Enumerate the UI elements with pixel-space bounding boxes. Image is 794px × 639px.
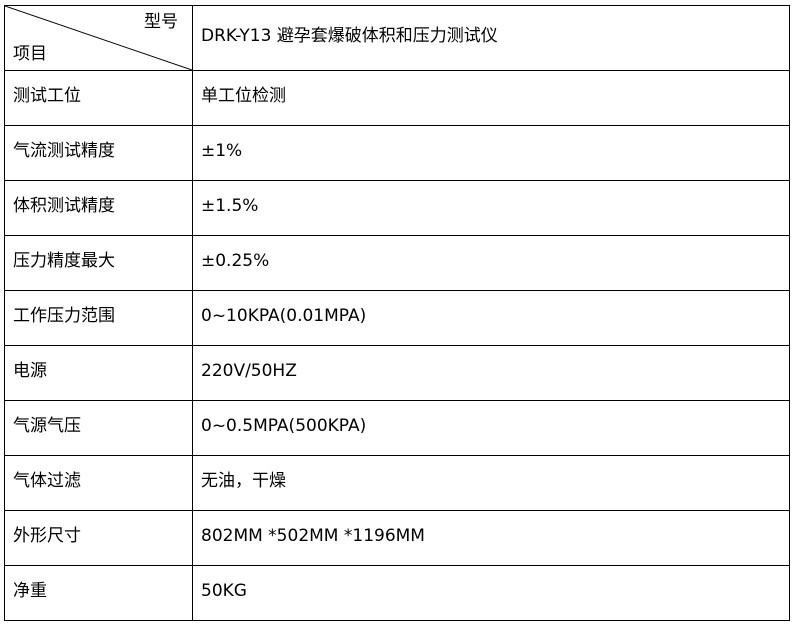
model-value: DRK-Y13 避孕套爆破体积和压力测试仪 (201, 26, 498, 46)
table-row: 气流测试精度 ±1% (4, 125, 790, 181)
label-cell: 电源 (4, 345, 193, 401)
diagonal-line (5, 6, 192, 70)
spec-table: 型号 项目 DRK-Y13 避孕套爆破体积和压力测试仪 测试工位 单工位检测气流测… (4, 5, 790, 621)
value-cell: 无油，干燥 (192, 455, 790, 511)
table-row: 体积测试精度 ±1.5% (4, 180, 790, 236)
table-row: 净重 50KG (4, 565, 790, 621)
row-value: 无油，干燥 (201, 471, 286, 491)
row-label: 气源气压 (13, 416, 81, 436)
row-label: 电源 (13, 361, 47, 381)
value-cell: ±1% (192, 125, 790, 181)
value-cell: 50KG (192, 565, 790, 621)
table-row: 工作压力范围 0~10KPA(0.01MPA) (4, 290, 790, 346)
value-cell: 220V/50HZ (192, 345, 790, 401)
label-cell: 测试工位 (4, 70, 193, 126)
label-cell: 压力精度最大 (4, 235, 193, 291)
row-value: 50KG (201, 581, 247, 601)
value-cell: 0~0.5MPA(500KPA) (192, 400, 790, 456)
row-value: 单工位检测 (201, 86, 286, 106)
value-cell: 0~10KPA(0.01MPA) (192, 290, 790, 346)
row-label: 压力精度最大 (13, 251, 115, 271)
row-value: 0~0.5MPA(500KPA) (201, 416, 367, 436)
table-row: 气体过滤 无油，干燥 (4, 455, 790, 511)
value-cell: 单工位检测 (192, 70, 790, 126)
value-cell: 802MM *502MM *1196MM (192, 510, 790, 566)
row-label: 净重 (13, 581, 47, 601)
label-cell: 气源气压 (4, 400, 193, 456)
row-label: 测试工位 (13, 86, 81, 106)
row-label: 体积测试精度 (13, 196, 115, 216)
table-row: 测试工位 单工位检测 (4, 70, 790, 126)
label-cell: 体积测试精度 (4, 180, 193, 236)
row-label: 气流测试精度 (13, 141, 115, 161)
row-label: 工作压力范围 (13, 306, 115, 326)
label-cell: 气流测试精度 (4, 125, 193, 181)
header-row: 型号 项目 DRK-Y13 避孕套爆破体积和压力测试仪 (4, 5, 790, 71)
model-label: 型号 (144, 12, 178, 32)
label-cell: 气体过滤 (4, 455, 193, 511)
row-label: 气体过滤 (13, 471, 81, 491)
row-value: 802MM *502MM *1196MM (201, 526, 425, 546)
row-label: 外形尺寸 (13, 526, 81, 546)
table-row: 外形尺寸 802MM *502MM *1196MM (4, 510, 790, 566)
value-cell: ±0.25% (192, 235, 790, 291)
header-diagonal-cell: 型号 项目 (4, 5, 193, 71)
row-value: 220V/50HZ (201, 361, 297, 381)
label-cell: 净重 (4, 565, 193, 621)
table-row: 压力精度最大 ±0.25% (4, 235, 790, 291)
value-cell: ±1.5% (192, 180, 790, 236)
label-cell: 工作压力范围 (4, 290, 193, 346)
row-value: ±1.5% (201, 196, 259, 216)
model-value-cell: DRK-Y13 避孕套爆破体积和压力测试仪 (192, 5, 790, 71)
table-row: 电源 220V/50HZ (4, 345, 790, 401)
row-value: ±0.25% (201, 251, 270, 271)
row-value: ±1% (201, 141, 243, 161)
item-label: 项目 (13, 44, 47, 64)
row-value: 0~10KPA(0.01MPA) (201, 306, 367, 326)
table-row: 气源气压 0~0.5MPA(500KPA) (4, 400, 790, 456)
label-cell: 外形尺寸 (4, 510, 193, 566)
